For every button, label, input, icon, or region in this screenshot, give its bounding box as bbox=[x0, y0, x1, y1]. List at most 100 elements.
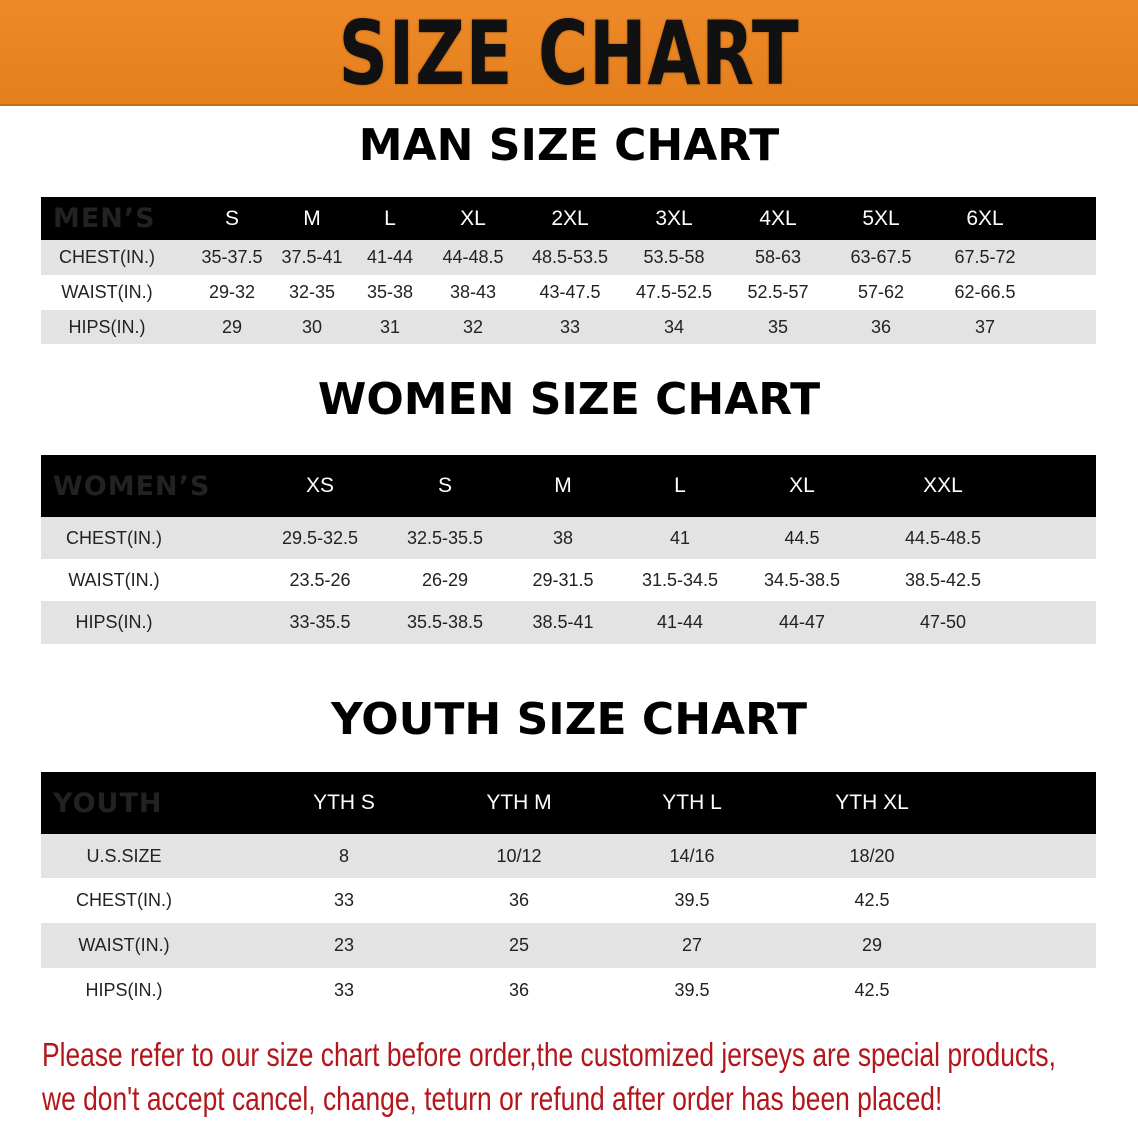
table-cell: 67.5-72 bbox=[954, 247, 1016, 267]
row-label: WAIST(IN.) bbox=[68, 569, 160, 590]
size-column-header: S bbox=[224, 206, 240, 230]
table-header-row: MEN’S S M L XL 2XL 3XL 4XL 5XL 6XL bbox=[41, 197, 1096, 240]
table-cell: 58-63 bbox=[754, 247, 802, 267]
notice-line-2: we don't accept cancel, change, teturn o… bbox=[42, 1080, 943, 1117]
table-row: WAIST(IN.) 29-32 32-35 35-38 38-43 43-47.5 47.… bbox=[41, 275, 1096, 310]
table-cell: 25 bbox=[508, 935, 530, 955]
size-column-header: XL bbox=[460, 206, 486, 230]
table-cell: 32-35 bbox=[288, 282, 336, 302]
size-column-header: S bbox=[437, 474, 453, 497]
table-cell: 41-44 bbox=[656, 612, 704, 632]
size-column-header: YTH S bbox=[313, 791, 375, 814]
youth-section-title: YOUTH SIZE CHART bbox=[330, 694, 807, 745]
table-cell: 33-35.5 bbox=[289, 612, 351, 632]
table-cell: 37 bbox=[974, 316, 996, 337]
table-cell: 29 bbox=[221, 316, 243, 337]
size-column-header: 4XL bbox=[759, 206, 797, 230]
table-cell: 33 bbox=[559, 316, 581, 337]
table-cell: 35-38 bbox=[366, 282, 414, 302]
table-cell: 38.5-42.5 bbox=[904, 569, 982, 590]
row-label: WAIST(IN.) bbox=[78, 935, 170, 955]
table-cell: 38-43 bbox=[449, 282, 497, 302]
notice-line-1: Please refer to our size chart before or… bbox=[42, 1036, 1056, 1073]
row-label: CHEST(IN.) bbox=[76, 890, 172, 910]
size-column-header: XS bbox=[305, 474, 335, 497]
table-cell: 29-31.5 bbox=[532, 569, 594, 590]
header-banner: SIZE CHART bbox=[0, 0, 1138, 106]
table-cell: 32 bbox=[462, 316, 484, 337]
size-column-header: M bbox=[303, 206, 321, 230]
table-cell: 35 bbox=[767, 316, 789, 337]
table-cell: 52.5-57 bbox=[747, 282, 809, 302]
size-column-header: M bbox=[554, 474, 572, 497]
size-column-header: XXL bbox=[923, 474, 963, 497]
table-header-row: YOUTH YTH S YTH M YTH L YTH XL bbox=[41, 772, 1096, 834]
table-cell: 63-67.5 bbox=[850, 247, 912, 267]
row-label: HIPS(IN.) bbox=[75, 612, 153, 632]
table-cell: 29-32 bbox=[208, 282, 256, 302]
table-cell: 62-66.5 bbox=[954, 282, 1016, 302]
table-cell: 39.5 bbox=[674, 890, 710, 910]
size-column-header: L bbox=[384, 206, 396, 230]
table-cell: 44.5-48.5 bbox=[904, 527, 982, 548]
table-cell: 35.5-38.5 bbox=[406, 612, 484, 632]
men-section-title: MAN SIZE CHART bbox=[358, 120, 780, 171]
table-cell: 33 bbox=[333, 980, 355, 1000]
size-column-header: XL bbox=[789, 474, 815, 497]
table-cell: 29 bbox=[861, 935, 883, 955]
table-cell: 36 bbox=[870, 316, 892, 337]
table-cell: 32.5-35.5 bbox=[406, 527, 484, 548]
table-cell: 42.5 bbox=[854, 890, 890, 910]
page-title: SIZE CHART bbox=[338, 2, 800, 105]
table-cell: 37.5-41 bbox=[281, 247, 343, 267]
table-header-row: WOMEN’S XS S M L XL XXL bbox=[41, 455, 1096, 517]
table-cell: 23.5-26 bbox=[289, 569, 351, 590]
table-row: HIPS(IN.) 29 30 31 32 33 34 35 36 37 bbox=[41, 310, 1096, 344]
table-cell: 35-37.5 bbox=[201, 247, 263, 267]
table-cell: 44.5 bbox=[784, 527, 820, 548]
row-label: HIPS(IN.) bbox=[85, 980, 163, 1000]
table-cell: 14/16 bbox=[669, 845, 715, 866]
table-cell: 38.5-41 bbox=[532, 612, 594, 632]
table-row: WAIST(IN.) 23.5-26 26-29 29-31.5 31.5-34.5 34… bbox=[41, 559, 1096, 601]
size-column-header: 3XL bbox=[655, 206, 693, 230]
table-cell: 34.5-38.5 bbox=[763, 569, 841, 590]
size-column-header: YTH L bbox=[662, 791, 722, 814]
table-row: CHEST(IN.) 33 36 39.5 42.5 bbox=[41, 878, 1096, 923]
table-cell: 36 bbox=[508, 890, 530, 910]
size-column-header: 5XL bbox=[862, 206, 900, 230]
table-cell: 47-50 bbox=[919, 612, 967, 632]
table-cell: 23 bbox=[333, 935, 355, 955]
table-cell: 38 bbox=[552, 527, 574, 548]
table-cell: 8 bbox=[338, 845, 350, 866]
table-row: WAIST(IN.) 23 25 27 29 bbox=[41, 923, 1096, 968]
size-column-header: 6XL bbox=[966, 206, 1004, 230]
table-row: HIPS(IN.) 33-35.5 35.5-38.5 38.5-41 41-44 44-… bbox=[41, 601, 1096, 644]
row-label: CHEST(IN.) bbox=[59, 247, 155, 267]
table-row: CHEST(IN.) 35-37.5 37.5-41 41-44 44-48.5 48.5… bbox=[41, 240, 1096, 275]
table-cell: 48.5-53.5 bbox=[531, 247, 609, 267]
table-cell: 26-29 bbox=[421, 569, 469, 590]
table-header-label: YOUTH bbox=[53, 787, 163, 819]
table-header-label: WOMEN’S bbox=[53, 470, 211, 502]
table-cell: 43-47.5 bbox=[539, 282, 601, 302]
table-cell: 44-48.5 bbox=[442, 247, 504, 267]
table-cell: 27 bbox=[681, 935, 703, 955]
table-cell: 29.5-32.5 bbox=[281, 527, 359, 548]
row-label: U.S.SIZE bbox=[86, 845, 162, 866]
row-label: HIPS(IN.) bbox=[68, 316, 146, 337]
size-column-header: YTH XL bbox=[835, 791, 909, 814]
women-section-title: WOMEN SIZE CHART bbox=[317, 374, 821, 425]
table-cell: 10/12 bbox=[496, 845, 542, 866]
table-cell: 30 bbox=[301, 316, 323, 337]
table-cell: 39.5 bbox=[674, 980, 710, 1000]
table-cell: 33 bbox=[333, 890, 355, 910]
size-column-header: 2XL bbox=[551, 206, 589, 230]
table-cell: 42.5 bbox=[854, 980, 890, 1000]
table-cell: 47.5-52.5 bbox=[635, 282, 713, 302]
table-row: HIPS(IN.) 33 36 39.5 42.5 bbox=[41, 968, 1096, 1013]
size-column-header: L bbox=[674, 474, 686, 497]
table-cell: 31 bbox=[379, 316, 401, 337]
table-cell: 36 bbox=[508, 980, 530, 1000]
table-cell: 41-44 bbox=[366, 247, 414, 267]
